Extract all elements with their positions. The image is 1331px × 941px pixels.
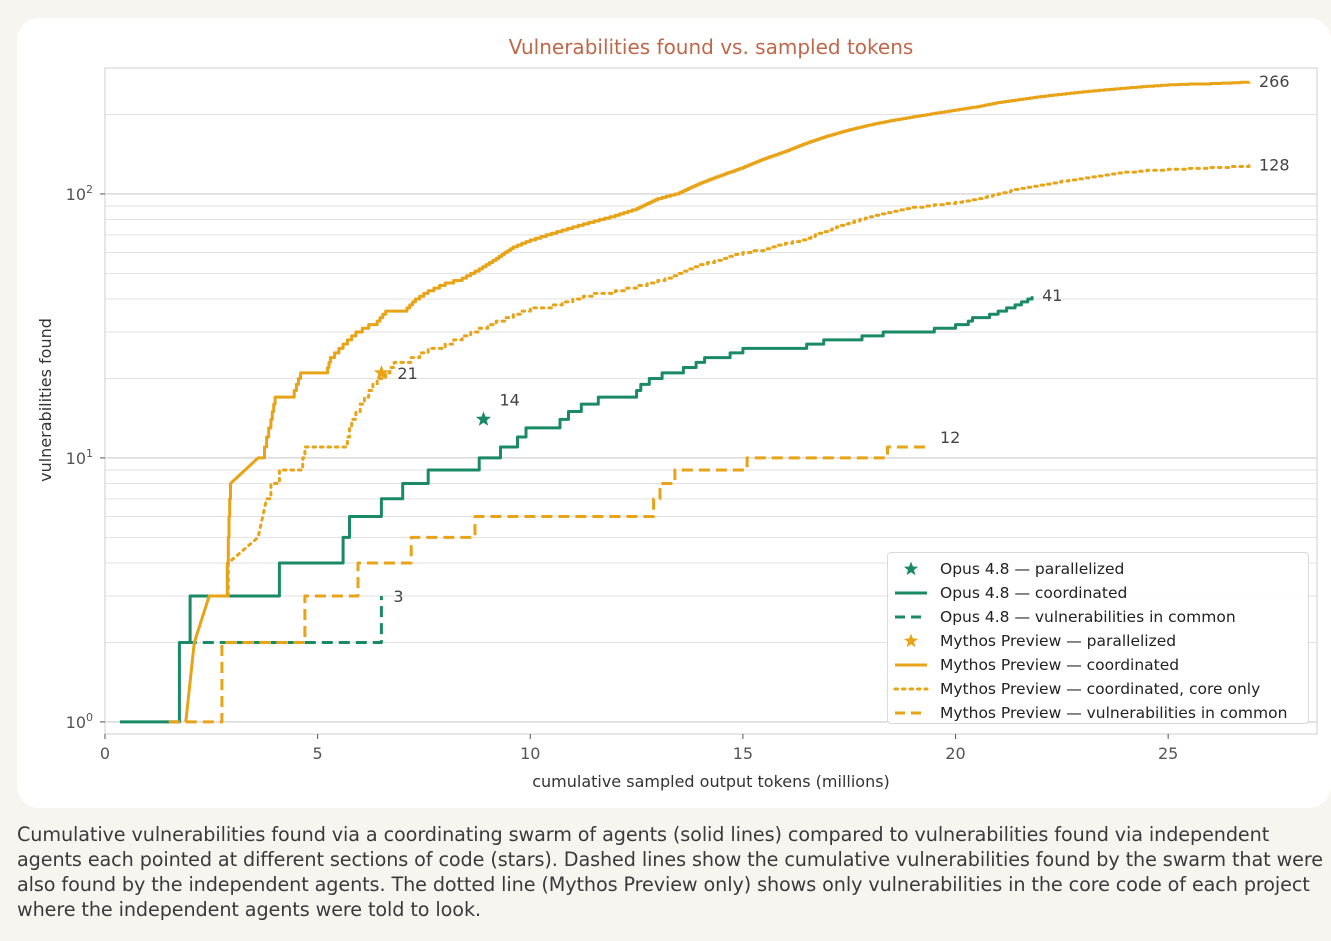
series-6-line bbox=[168, 445, 930, 724]
series-1-line bbox=[119, 296, 1034, 724]
series-0-end-label: 14 bbox=[499, 390, 519, 409]
legend-entry: Opus 4.8 — vulnerabilities in common bbox=[888, 605, 1308, 629]
figure-caption: Cumulative vulnerabilities found via a c… bbox=[17, 823, 1323, 921]
end-labels: 14 41 3 21 266 128 12 bbox=[393, 72, 1289, 606]
x-tick-label: 10 bbox=[520, 744, 540, 763]
series-6-end-label: 12 bbox=[940, 428, 960, 447]
legend: Opus 4.8 — parallelized Opus 4.8 — coordi… bbox=[887, 552, 1309, 724]
x-tick-label: 5 bbox=[313, 744, 323, 763]
legend-entry: Mythos Preview — coordinated bbox=[888, 653, 1308, 677]
series-2-line bbox=[185, 596, 383, 644]
x-tick-label: 0 bbox=[100, 744, 110, 763]
legend-key bbox=[888, 581, 940, 605]
plot-frame bbox=[104, 67, 1318, 735]
legend-label: Opus 4.8 — vulnerabilities in common bbox=[940, 608, 1236, 626]
y-tick-label: 100 bbox=[66, 711, 93, 732]
y-axis-label: vulnerabilities found bbox=[36, 318, 55, 482]
legend-entry: Mythos Preview — vulnerabilities in comm… bbox=[888, 701, 1308, 725]
y-tick-label: 102 bbox=[66, 183, 93, 204]
series-4-line bbox=[184, 80, 1251, 723]
series-5-line bbox=[226, 164, 1251, 598]
series-1-end-label: 41 bbox=[1042, 286, 1062, 305]
series-3-end-label: 21 bbox=[397, 364, 417, 383]
series-5-end-label: 128 bbox=[1259, 156, 1290, 175]
x-tick-label: 25 bbox=[1158, 744, 1178, 763]
legend-label: Mythos Preview — coordinated, core only bbox=[940, 680, 1261, 698]
legend-key bbox=[888, 629, 940, 653]
chart-title: Vulnerabilities found vs. sampled tokens bbox=[509, 35, 914, 59]
series-layer bbox=[119, 80, 1251, 724]
legend-key bbox=[888, 701, 940, 725]
legend-label: Opus 4.8 — parallelized bbox=[940, 560, 1125, 578]
series-4-end-label: 266 bbox=[1259, 72, 1290, 91]
legend-label: Mythos Preview — parallelized bbox=[940, 632, 1177, 650]
legend-label: Mythos Preview — vulnerabilities in comm… bbox=[940, 704, 1288, 722]
y-tick-label: 101 bbox=[66, 447, 93, 468]
legend-key bbox=[888, 557, 940, 581]
legend-label: Mythos Preview — coordinated bbox=[940, 656, 1180, 674]
legend-entry: Mythos Preview — parallelized bbox=[888, 629, 1308, 653]
series-3-star bbox=[373, 364, 389, 380]
series-2-end-label: 3 bbox=[393, 587, 403, 606]
legend-key bbox=[888, 653, 940, 677]
legend-key bbox=[888, 677, 940, 701]
x-tick-label: 20 bbox=[945, 744, 965, 763]
x-tick-label: 15 bbox=[733, 744, 753, 763]
series-0-star bbox=[475, 411, 492, 426]
legend-entry: Opus 4.8 — parallelized bbox=[888, 557, 1308, 581]
legend-label: Opus 4.8 — coordinated bbox=[940, 584, 1128, 602]
legend-entry: Mythos Preview — coordinated, core only bbox=[888, 677, 1308, 701]
x-axis-label: cumulative sampled output tokens (millio… bbox=[532, 772, 890, 791]
axes: 100 101 102 0 5 10 15 20 25 bbox=[66, 67, 1318, 763]
legend-entry: Opus 4.8 — coordinated bbox=[888, 581, 1308, 605]
legend-key bbox=[888, 605, 940, 629]
